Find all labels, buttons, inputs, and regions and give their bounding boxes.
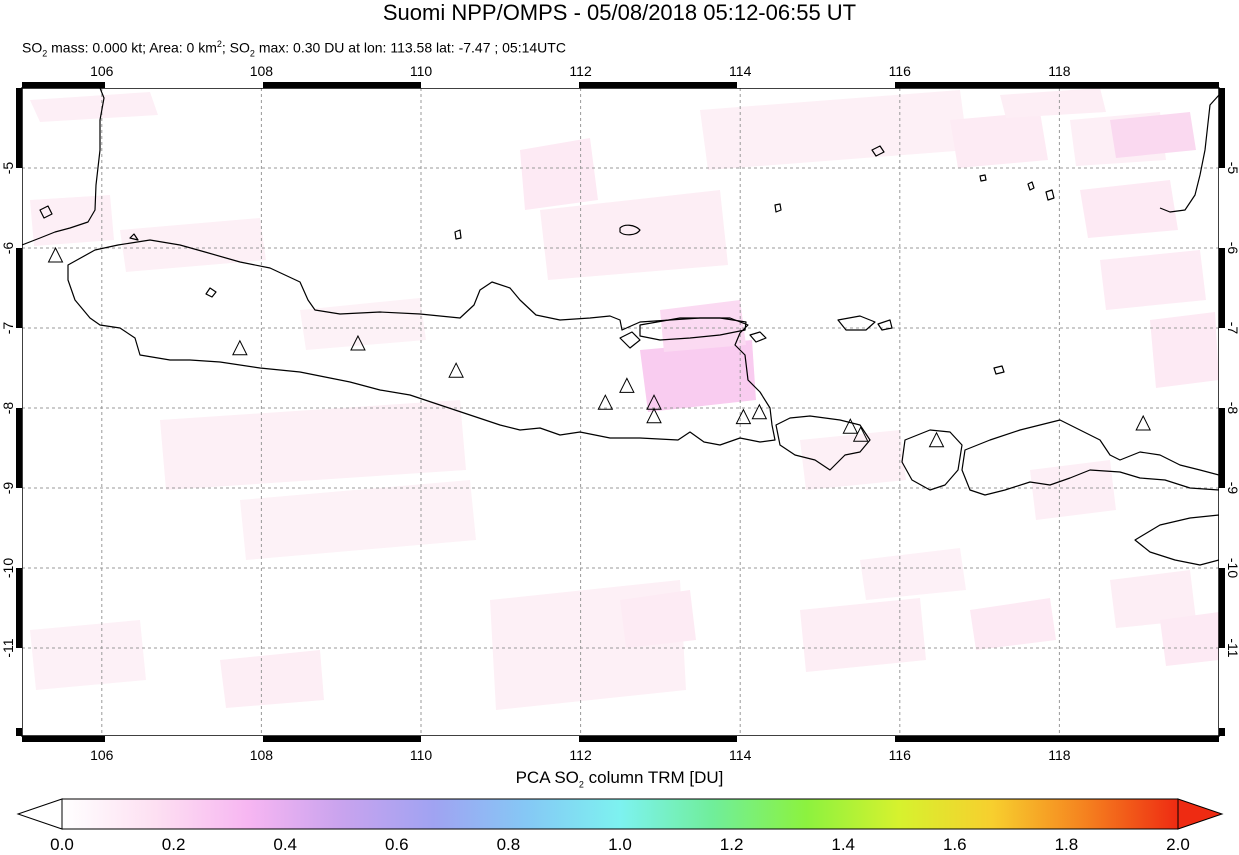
bali-coastline: [775, 415, 871, 471]
colorbar-tick-label: 0.0: [50, 835, 74, 854]
lon-label-bottom-110: 110: [410, 747, 433, 763]
sumatra-coastline: [22, 88, 105, 246]
lon-label-bottom-118: 118: [1048, 747, 1071, 763]
volcano-triangle-icon: [852, 426, 869, 442]
lat-label-right--7: -7: [1225, 322, 1239, 335]
volcano-triangle-icon: [928, 431, 945, 448]
lat-label-right--6: -6: [1225, 242, 1239, 255]
lat-label-left--8: -8: [0, 402, 16, 415]
sumba-coastline: [1134, 514, 1219, 566]
lat-label-right--5: -5: [1225, 162, 1239, 175]
colorbar-tick-label: 1.2: [719, 835, 744, 854]
lat-label-left--5: -5: [0, 162, 16, 175]
colorbar-gradient: [61, 798, 1179, 830]
lat-label-left--7: -7: [0, 322, 16, 335]
so2-swath-pixels: [30, 88, 1219, 710]
colorbar-tick-label: 1.6: [942, 835, 967, 854]
volcano-triangle-icon: [751, 403, 768, 420]
lon-label-bottom-114: 114: [729, 747, 752, 763]
lat-label-left--9: -9: [0, 482, 16, 495]
lat-label-right--10: -10: [1225, 558, 1239, 578]
lat-label-right--9: -9: [1225, 482, 1239, 495]
lon-label-top-106: 106: [90, 63, 114, 79]
volcano-triangle-icon: [47, 246, 64, 263]
lon-tick-labels-bottom: 106 108 110 112 114 116 118: [90, 747, 1071, 763]
sumbawa-coastline: [961, 419, 1219, 496]
volcano-triangle-icon: [646, 407, 662, 424]
volcano-markers: [47, 246, 1151, 448]
lon-label-top-116: 116: [889, 63, 912, 79]
volcano-triangle-icon: [597, 394, 614, 410]
lon-label-top-114: 114: [729, 63, 752, 79]
java-coastline: [67, 239, 776, 446]
lat-label-left--11: -11: [0, 638, 16, 657]
lon-label-top-110: 110: [410, 63, 433, 79]
lat-label-right--8: -8: [1225, 402, 1239, 415]
colorbar-tick-label: 0.6: [384, 835, 409, 854]
java-sea-islands: [39, 145, 1055, 375]
colorbar-over-arrow: [1177, 798, 1224, 830]
lat-lon-gridlines: [22, 88, 1219, 736]
lon-label-top-112: 112: [569, 63, 592, 79]
lon-label-top-108: 108: [250, 63, 274, 79]
volcano-triangle-icon: [735, 408, 752, 425]
map-subtitle: SO2 mass: 0.000 kt; Area: 0 km2; SO2 max…: [22, 39, 566, 59]
volcano-triangle-icon: [232, 339, 248, 356]
colorbar-tick-label: 2.0: [1166, 835, 1190, 854]
lat-tick-labels-left: -5 -6 -7 -8 -9 -10 -11: [0, 162, 16, 658]
colorbar-tick-label: 0.4: [273, 835, 297, 854]
colorbar-tick-label: 1.8: [1054, 835, 1079, 854]
volcano-triangle-icon: [842, 418, 859, 434]
lon-label-bottom-116: 116: [889, 747, 912, 763]
lon-label-bottom-112: 112: [569, 747, 592, 763]
lat-label-left--10: -10: [0, 558, 16, 578]
map-frame: [16, 82, 1225, 742]
lon-tick-labels-top: 106 108 110 112 114 116 118: [90, 63, 1071, 79]
lombok-coastline: [901, 429, 963, 491]
volcano-triangle-icon: [1135, 414, 1151, 431]
volcano-triangle-icon: [619, 377, 635, 393]
colorbar-label: PCA SO2 column TRM [DU]: [515, 768, 724, 790]
lat-label-left--6: -6: [0, 242, 16, 255]
lon-label-top-118: 118: [1048, 63, 1071, 79]
colorbar-tick-label: 0.8: [496, 835, 521, 854]
colorbar-tick-label: 1.0: [608, 835, 632, 854]
volcano-triangle-icon: [350, 334, 366, 351]
so2-map: 106 108 110 112 114 116 118 106 108 110 112 114 116…: [0, 63, 1239, 763]
lat-label-right--11: -11: [1225, 638, 1239, 657]
colorbar-tick-label: 0.2: [161, 835, 186, 854]
lat-tick-labels-right: -5 -6 -7 -8 -9 -10 -11: [1225, 162, 1239, 658]
madura-coastline: [639, 317, 747, 341]
coastlines: [22, 88, 1219, 566]
borneo-coastline: [1159, 94, 1219, 213]
volcano-triangle-icon: [448, 362, 464, 378]
lon-label-bottom-108: 108: [250, 747, 274, 763]
colorbar-under-arrow: [16, 798, 63, 830]
lon-label-bottom-106: 106: [90, 747, 114, 763]
map-title: Suomi NPP/OMPS - 05/08/2018 05:12-06:55 …: [382, 0, 857, 25]
colorbar-tick-label: 1.4: [831, 835, 855, 854]
